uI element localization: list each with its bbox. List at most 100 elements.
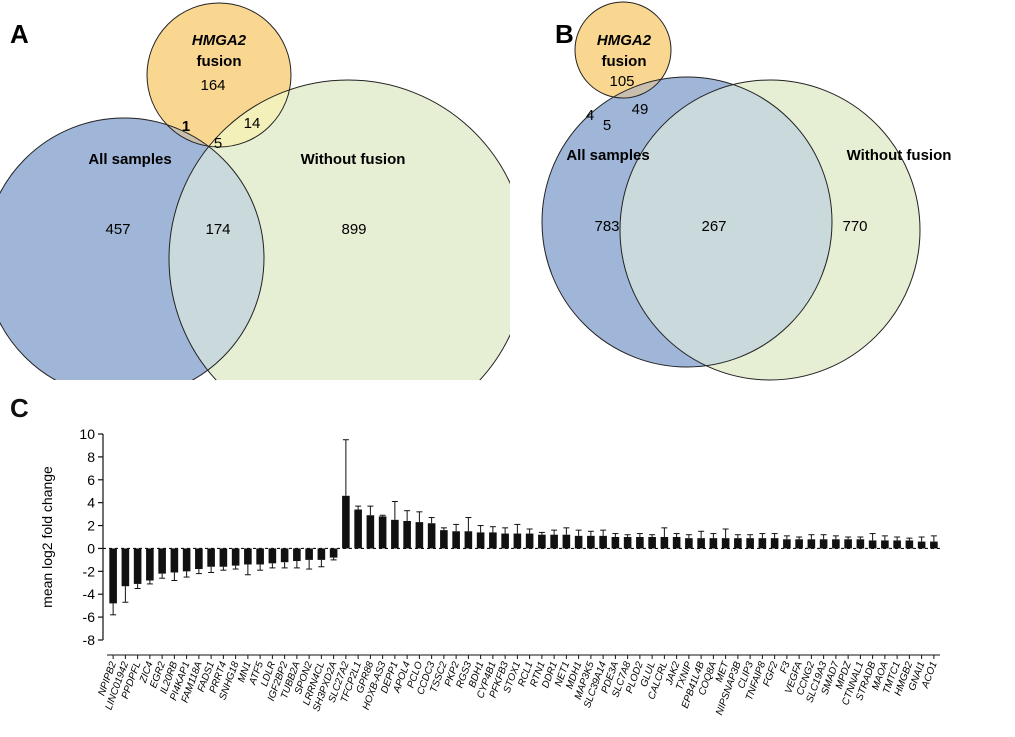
- y-tick-label: 6: [87, 472, 95, 488]
- bar: [452, 531, 460, 549]
- hmga2-fusion-circle: [575, 2, 671, 98]
- y-tick-label: -2: [83, 563, 96, 579]
- bar: [721, 538, 730, 549]
- bar: [366, 515, 375, 549]
- count-without-only: 899: [341, 221, 366, 238]
- bar: [587, 535, 595, 549]
- bar: [403, 520, 411, 549]
- bar: [305, 548, 313, 560]
- count-hmga2-only: 105: [609, 73, 634, 90]
- hmga2-label: HMGA2: [597, 32, 652, 49]
- count-all-only: 783: [594, 218, 619, 235]
- count-all-hmga2: 4: [586, 107, 594, 124]
- bar: [329, 548, 338, 558]
- bar: [207, 548, 215, 567]
- bar: [182, 548, 191, 572]
- bar: [427, 523, 436, 549]
- bar: [293, 548, 301, 562]
- bar: [195, 548, 203, 570]
- bar: [501, 533, 509, 549]
- bar: [146, 548, 154, 581]
- bar: [930, 541, 938, 549]
- bar: [893, 540, 901, 549]
- count-without-only: 770: [842, 218, 867, 235]
- overlap-all-without: [620, 80, 832, 367]
- count-all-without: 267: [701, 218, 726, 235]
- bar: [881, 540, 889, 549]
- bar: [317, 548, 326, 560]
- bar: [807, 539, 816, 549]
- bar: [746, 538, 754, 549]
- bar: [832, 539, 840, 549]
- bar: [623, 537, 632, 549]
- bar: [648, 537, 656, 549]
- all-samples-label: All samples: [88, 151, 171, 168]
- count-all-three: 5: [603, 117, 611, 134]
- bar: [342, 495, 350, 549]
- fusion-label: fusion: [197, 53, 242, 70]
- y-tick-label: 2: [87, 518, 95, 534]
- all-samples-label: All samples: [566, 147, 649, 164]
- y-tick-label: 4: [87, 495, 95, 511]
- x-tick-label: F3: [778, 660, 792, 675]
- without-fusion-label: Without fusion: [301, 151, 406, 168]
- bar: [231, 548, 240, 566]
- y-tick-label: -4: [83, 586, 96, 602]
- bar: [856, 539, 865, 549]
- panel-label-a: A: [10, 19, 29, 49]
- bar: [574, 535, 583, 549]
- y-tick-label: -8: [83, 632, 96, 648]
- bar: [476, 532, 485, 549]
- hmga2-label: HMGA2: [192, 32, 247, 49]
- bar: [354, 509, 362, 549]
- bar: [378, 516, 387, 549]
- bar: [770, 538, 779, 549]
- bar: [280, 548, 289, 563]
- y-axis-label: mean log2 fold change: [39, 466, 55, 608]
- bar: [268, 548, 277, 564]
- bar: [525, 533, 534, 549]
- bar: [599, 535, 607, 549]
- y-tick-label: -6: [83, 609, 96, 625]
- bar: [685, 538, 693, 549]
- bar: [636, 537, 644, 549]
- count-all-only: 457: [105, 221, 130, 238]
- bar: [917, 541, 926, 549]
- count-hmga2-without: 14: [244, 115, 261, 132]
- bar: [170, 548, 179, 573]
- bar: [391, 519, 399, 549]
- count-all-hmga2: 1: [182, 118, 190, 135]
- bar: [844, 539, 852, 549]
- bar: [256, 548, 264, 565]
- bar: [415, 522, 424, 549]
- y-tick-label: 8: [87, 449, 95, 465]
- count-hmga2-without: 49: [632, 101, 649, 118]
- bar: [538, 534, 546, 549]
- fusion-label: fusion: [602, 53, 647, 70]
- venn-diagram-b: B HMGA2 fusion 105 4 49 5 All samples Wi…: [541, 1, 952, 381]
- bar: [550, 534, 558, 549]
- count-all-without: 174: [205, 221, 230, 238]
- without-fusion-label: Without fusion: [847, 147, 952, 164]
- count-hmga2-only: 164: [200, 77, 225, 94]
- bar: [109, 548, 117, 604]
- y-tick-label: 10: [79, 426, 95, 442]
- bar: [464, 531, 473, 549]
- bar: [758, 538, 767, 549]
- bar: [868, 540, 877, 549]
- bar: [219, 548, 228, 567]
- bar: [244, 548, 252, 565]
- bar: [734, 538, 742, 549]
- bar: [158, 548, 166, 574]
- panel-label-c: C: [10, 393, 29, 423]
- panel-label-b: B: [555, 19, 574, 49]
- bar: [133, 548, 142, 584]
- bar: [697, 538, 705, 549]
- y-tick-label: 0: [87, 540, 95, 556]
- bar: [672, 537, 681, 549]
- bar: [489, 532, 497, 549]
- venn-diagram-a: A HMGA2 fusion 164 1 14 5 All samples Wi…: [0, 2, 510, 380]
- bar: [819, 539, 828, 549]
- bar: [440, 530, 448, 549]
